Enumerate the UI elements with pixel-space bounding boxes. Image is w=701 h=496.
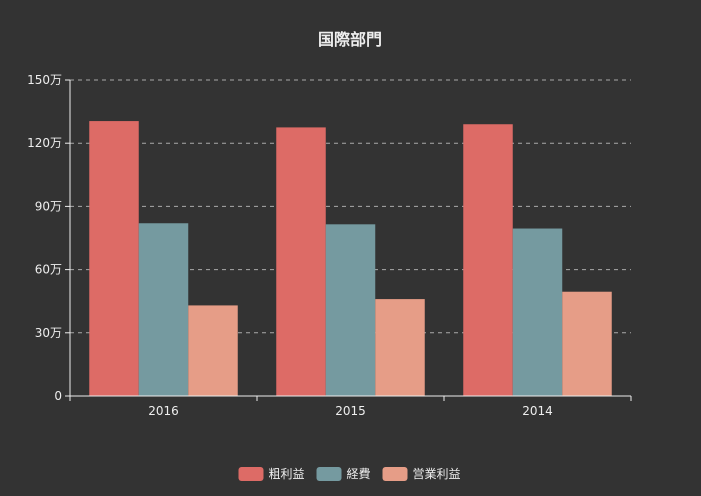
legend-swatch — [238, 467, 264, 481]
bar-経費-2014[interactable] — [512, 228, 563, 396]
y-tick-label: 30万 — [35, 326, 62, 340]
legend-item-経費[interactable]: 経費 — [316, 466, 371, 481]
bar-粗利益-2016[interactable] — [89, 121, 139, 396]
legend-swatch — [382, 467, 408, 481]
y-tick-label: 120万 — [27, 136, 62, 150]
bar-営業利益-2015[interactable] — [375, 299, 425, 396]
bar-経費-2015[interactable] — [325, 224, 376, 396]
x-tick-label: 2016 — [148, 404, 179, 418]
legend-label: 経費 — [347, 466, 371, 481]
legend-label: 営業利益 — [413, 467, 461, 481]
y-tick-label: 150万 — [27, 73, 62, 87]
bar-営業利益-2014[interactable] — [562, 291, 612, 396]
y-tick-label: 0 — [54, 389, 62, 403]
chart-title: 国際部門 — [318, 30, 382, 49]
x-tick-label: 2015 — [335, 404, 366, 418]
bar-粗利益-2015[interactable] — [276, 127, 326, 397]
bar-粗利益-2014[interactable] — [463, 124, 513, 397]
bars — [89, 121, 612, 397]
y-tick-label: 90万 — [35, 199, 62, 213]
legend[interactable]: 粗利益 経費 営業利益 — [238, 466, 461, 481]
bar-営業利益-2016[interactable] — [188, 305, 238, 396]
legend-swatch — [316, 467, 342, 481]
bar-経費-2016[interactable] — [138, 223, 189, 396]
x-tick-label: 2014 — [522, 404, 553, 418]
legend-item-粗利益[interactable]: 粗利益 — [238, 467, 305, 481]
legend-label: 粗利益 — [269, 467, 305, 481]
axes: 0 30万 60万 90万 120万 150万 2016 2015 2014 — [27, 73, 632, 418]
legend-item-営業利益[interactable]: 営業利益 — [382, 467, 461, 481]
y-tick-label: 60万 — [35, 263, 62, 277]
